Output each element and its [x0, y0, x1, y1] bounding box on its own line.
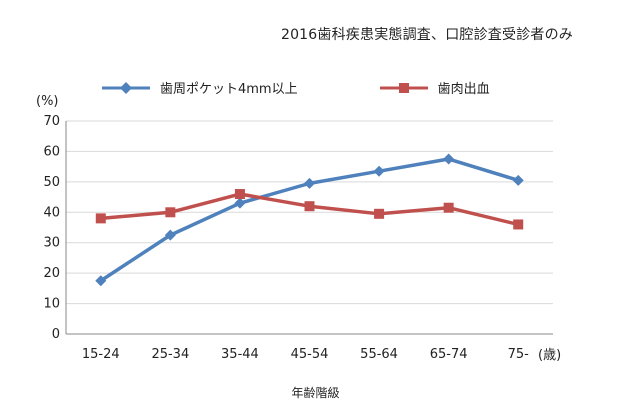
x-tick-label: 45-54 [291, 347, 329, 362]
series-line-0 [99, 157, 519, 283]
chart-title: 2016歯科疾患実態調査、口腔診査受診者のみ [280, 27, 573, 43]
data-point-0 [164, 229, 176, 241]
data-point-0 [512, 174, 524, 186]
x-tick-label: 15-24 [82, 347, 120, 362]
data-point-1 [513, 219, 524, 230]
legend-swatch-pocket [102, 81, 150, 94]
data-point-1 [234, 189, 245, 200]
x-tick-label: 35-44 [221, 347, 259, 362]
data-point-1 [95, 213, 106, 224]
legend-label-bleeding: 歯肉出血 [437, 82, 490, 97]
data-point-1 [165, 207, 176, 218]
x-tick-label: 25-34 [151, 347, 189, 362]
y-tick-label: 70 [43, 114, 60, 129]
x-tick-label: 65-74 [430, 347, 468, 362]
y-axis-unit: (%) [36, 94, 59, 109]
y-tick-label: 40 [43, 205, 60, 220]
legend-swatch-bleeding [379, 82, 428, 93]
data-point-1 [443, 202, 454, 213]
legend-item-bleeding: 歯肉出血 [378, 78, 490, 97]
y-tick-label: 50 [43, 175, 60, 190]
x-axis-unit: (歳) [538, 348, 562, 363]
legend-label-pocket: 歯周ポケット4mm以上 [160, 82, 298, 97]
y-tick-label: 30 [43, 236, 60, 251]
data-point-0 [373, 165, 385, 177]
x-axis-label: 年齢階級 [291, 386, 340, 400]
legend-item-pocket: 歯周ポケット4mm以上 [100, 78, 298, 97]
y-tick-label: 60 [43, 144, 60, 159]
legend: 歯周ポケット4mm以上 歯肉出血 [100, 78, 570, 97]
x-tick-label: 55-64 [360, 347, 398, 362]
y-tick-label: 0 [52, 327, 60, 342]
data-point-0 [234, 197, 246, 209]
data-point-0 [304, 177, 315, 189]
y-tick-label: 10 [43, 297, 60, 312]
x-tick-label: 75- [508, 347, 530, 362]
data-point-1 [304, 201, 315, 212]
data-point-0 [443, 153, 455, 165]
y-tick-label: 20 [43, 266, 60, 281]
data-point-1 [374, 208, 385, 219]
data-point-0 [95, 275, 107, 287]
